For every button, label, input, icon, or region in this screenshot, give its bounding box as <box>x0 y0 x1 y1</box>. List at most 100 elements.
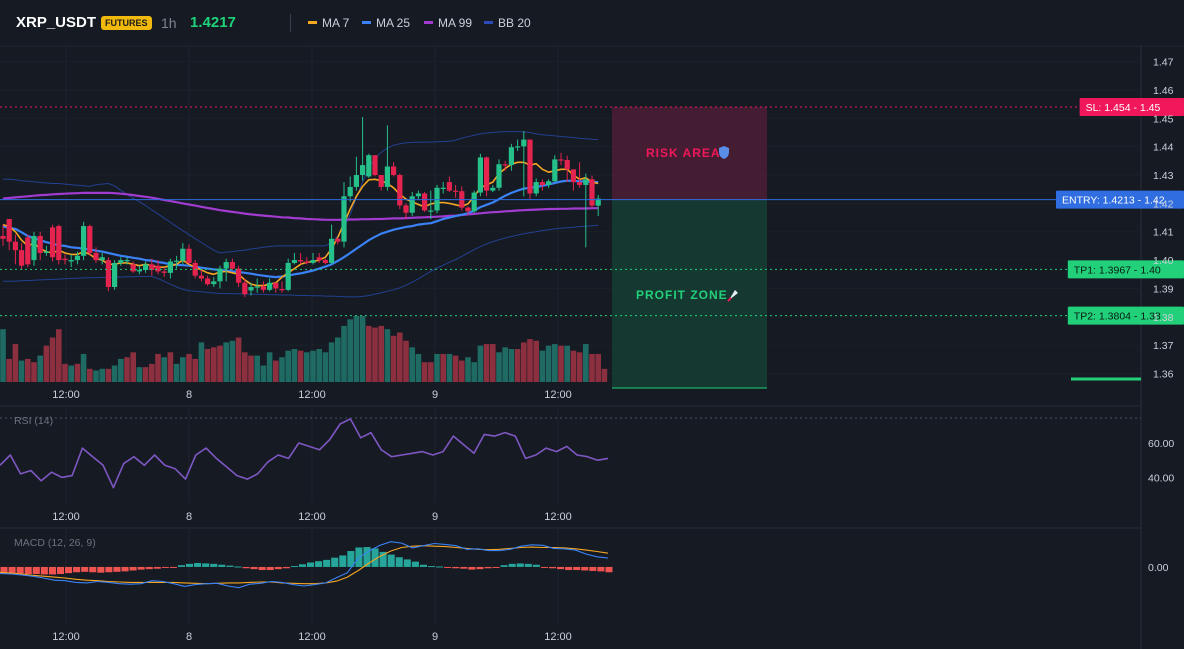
volume-bar <box>74 363 81 382</box>
macd-histogram-bar <box>73 566 81 573</box>
volume-bar <box>428 362 434 382</box>
macd-histogram-bar <box>532 564 540 567</box>
macd-histogram-bar <box>427 566 436 568</box>
macd-histogram-bar <box>105 566 113 573</box>
ma25-line <box>2 179 599 279</box>
macd-histogram-bar <box>129 566 137 571</box>
macd-histogram-bar <box>81 566 89 572</box>
macd-histogram-bar <box>452 566 460 569</box>
candle-body <box>316 257 322 261</box>
volume-bar <box>589 353 595 382</box>
profit-zone-label: PROFIT ZONE <box>636 288 728 302</box>
candle-body <box>130 264 136 272</box>
volume-bar <box>409 347 415 382</box>
volume-bar <box>260 365 267 382</box>
legend-ma25[interactable]: MA 25 <box>362 16 410 30</box>
legend-bb20[interactable]: BB 20 <box>484 16 531 30</box>
volume-bar <box>186 353 192 382</box>
candle-body <box>167 261 173 273</box>
macd-histogram-bar <box>347 551 355 567</box>
candle-body <box>93 252 99 261</box>
candle-body <box>391 166 397 176</box>
candle-body <box>112 262 118 288</box>
price-tick-label: 1.36 <box>1153 368 1174 380</box>
macd-histogram-bar <box>605 566 613 573</box>
volume-bar <box>322 352 329 382</box>
macd-title: MACD (12, 26, 9) <box>14 537 96 549</box>
volume-bar <box>471 362 477 382</box>
volume-bar <box>483 344 490 382</box>
volume-bar <box>167 352 174 382</box>
legend-ma99-swatch <box>424 21 433 25</box>
macd-histogram-bar <box>218 564 226 567</box>
profit-zone <box>612 199 767 388</box>
candle-body <box>310 260 316 263</box>
volume-bar <box>390 335 397 382</box>
volume-bar <box>539 350 546 382</box>
candle-body <box>6 218 12 242</box>
price-tick-label: 1.44 <box>1153 142 1174 154</box>
volume-bar <box>254 355 260 382</box>
candle-body <box>484 157 490 191</box>
symbol-name[interactable]: XRP_USDT <box>16 14 97 31</box>
time-tick-label: 12:00 <box>544 631 572 643</box>
candle-body <box>527 139 533 194</box>
volume-bar <box>62 363 68 382</box>
volume-bar <box>353 316 360 382</box>
volume-bar <box>56 329 62 382</box>
volume-bar <box>366 325 372 382</box>
bb-lower-line <box>3 224 599 298</box>
volume-bar <box>291 349 298 382</box>
candle-body <box>68 260 74 262</box>
volume-bar <box>384 329 391 382</box>
candle-body <box>155 265 161 272</box>
volume-bar <box>347 319 353 382</box>
macd-tick-label: 0.00 <box>1148 562 1169 574</box>
macd-histogram-bar <box>516 563 524 567</box>
rsi-tick-label: 60.00 <box>1148 438 1174 450</box>
bb-upper-line <box>3 131 599 254</box>
timeframe-label[interactable]: 1h <box>161 15 177 31</box>
time-tick-label: 12:00 <box>52 511 80 523</box>
macd-histogram-bar <box>387 554 395 567</box>
candle-body <box>422 193 428 211</box>
macd-histogram-bar <box>226 565 234 567</box>
time-tick-label: 8 <box>186 389 192 401</box>
volume-bar <box>124 357 130 382</box>
price-levels: SL: 1.454 - 1.45 ENTRY: 1.4213 - 1.42 TP1:… <box>0 97 1184 381</box>
candle-body <box>477 157 483 193</box>
rocket-flame-icon <box>727 297 732 302</box>
macd-histogram-bar <box>395 557 403 567</box>
volume-bar <box>235 337 242 382</box>
candle-body <box>558 159 564 161</box>
candle-body <box>397 175 403 206</box>
macd-histogram-bar <box>460 566 468 569</box>
macd-histogram-bar <box>282 566 290 569</box>
legend-ma7[interactable]: MA 7 <box>308 16 349 30</box>
macd-histogram-bar <box>548 566 557 569</box>
candle-body <box>25 237 31 265</box>
macd-histogram-bar <box>274 566 282 570</box>
entry-tag-label: ENTRY: 1.4213 - 1.42 <box>1062 195 1165 207</box>
macd-histogram-bar <box>468 566 476 570</box>
macd-histogram-bar <box>436 566 444 568</box>
volume-bar <box>273 360 279 382</box>
candle-body <box>99 257 105 261</box>
candlesticks <box>0 116 601 297</box>
legend-ma99[interactable]: MA 99 <box>424 16 472 30</box>
volume-bar <box>173 363 180 382</box>
macd-histogram-bar <box>186 563 194 567</box>
macd-histogram-bar <box>0 566 8 574</box>
candle-body <box>304 261 310 263</box>
macd-histogram-bar <box>403 559 411 567</box>
macd-histogram-bar <box>153 566 161 569</box>
candle-body <box>521 139 527 147</box>
volume-bar <box>0 329 6 382</box>
macd-histogram-bar <box>290 566 298 568</box>
volume-bars <box>0 316 608 382</box>
candle-body <box>143 264 149 270</box>
macd-histogram-bar <box>565 566 573 571</box>
macd-histogram-bar <box>194 562 202 567</box>
macd-histogram-bar <box>419 564 427 567</box>
